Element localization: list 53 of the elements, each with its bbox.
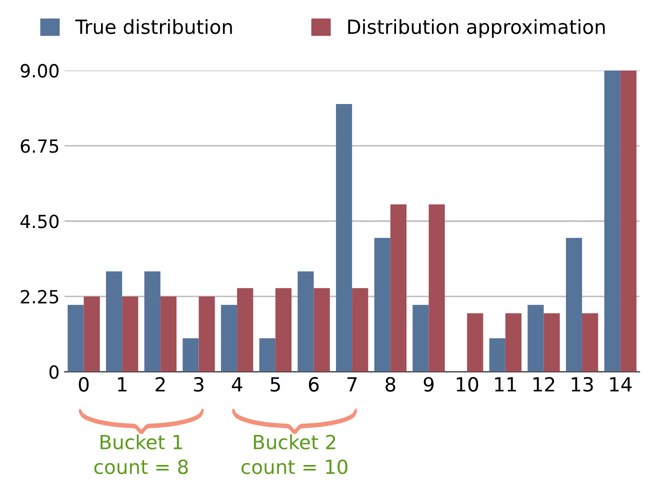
bar [68,304,84,372]
bar [237,288,254,372]
bar [352,288,368,372]
x-tick-label: 10 [456,376,478,392]
x-tick-label: 13 [572,376,593,392]
bar [198,296,215,372]
bar [259,338,276,372]
bar [489,338,506,372]
bar [122,296,138,372]
bar [275,288,292,372]
legend-label: True distribution [75,19,232,34]
x-tick-label: 1 [118,377,126,392]
x-tick-label: 4 [232,377,242,392]
y-tick-label: 0 [49,365,59,379]
bar [528,304,544,372]
bar [106,271,122,372]
x-tick-label: 11 [495,377,516,392]
bar [428,204,445,372]
bar [467,313,484,372]
y-tick-label: 9.00 [20,64,59,78]
x-tick-label: 7 [347,377,357,392]
bar [336,104,352,372]
x-tick-label: 14 [610,377,632,392]
x-tick-label: 2 [156,376,165,392]
bar [604,70,620,372]
y-tick-label: 4.50 [20,214,59,228]
bar [544,313,560,372]
text: Bucket 1 count = 8 [94,434,188,474]
bar [314,288,330,372]
x-tick-label: 12 [533,376,554,392]
bar [566,238,582,372]
bar [144,271,160,372]
x-tick-label: 9 [424,376,434,392]
bar [84,296,100,372]
bar [298,271,314,372]
bar [582,313,598,372]
bar [505,313,522,372]
bar [620,70,636,372]
text: Bucket 2 count = 10 [242,434,348,474]
bar [412,304,429,372]
bar [220,304,238,372]
bar [160,296,177,372]
x-tick-label: 3 [194,376,204,392]
x-tick-label: 0 [78,376,89,392]
legend-label: Distribution approximation [348,19,605,38]
x-tick-label: 8 [386,376,396,392]
x-tick-label: 5 [270,377,280,392]
bar [390,204,406,372]
bar [374,238,390,372]
x-tick-label: 6 [308,376,319,392]
y-tick-label: 6.75 [20,139,58,153]
y-tick-label: 2.25 [20,290,58,304]
bar [182,338,199,372]
